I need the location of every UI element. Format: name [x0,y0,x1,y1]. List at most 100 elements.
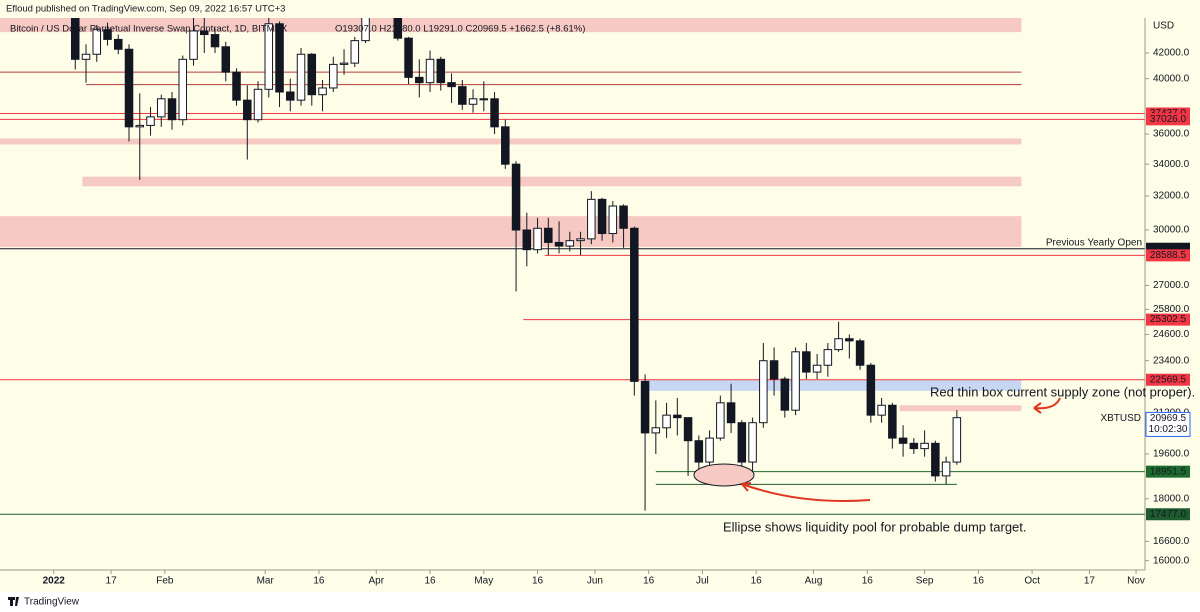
candle-body [716,402,725,439]
x-tick-label: 17 [1084,576,1096,587]
y-tick-label: 18000.0 [1153,493,1190,504]
candle-body [318,87,327,96]
candle-body [544,227,553,243]
price-label-box [1146,465,1190,478]
y-tick-label: 42000.0 [1153,48,1190,59]
candle-body [759,360,768,424]
y-tick-label: 40000.0 [1153,73,1190,84]
candle-body [866,364,876,416]
logo [8,597,19,606]
candle-body [726,402,736,424]
plot-area [0,18,1145,515]
candle-body [533,227,542,251]
x-tick-label: 16 [424,576,436,587]
x-tick-label: 16 [973,576,985,587]
candle-body [361,18,370,42]
candle-body [683,417,693,442]
liquidity-ellipse [693,463,755,487]
price-label: 28588.5 [1150,250,1187,261]
candle-body [941,461,951,477]
y-tick-label: 16600.0 [1153,536,1190,547]
y-tick-label: 27000.0 [1153,280,1190,291]
candle-body [748,422,757,463]
currency: USD [1153,21,1174,32]
candle-body [855,340,865,366]
x-tick-label: 16 [532,576,544,587]
ohlc: O19307.0 H21280.0 L19291.0 C20969.5 +166… [335,24,585,35]
zone [645,380,1022,391]
candle-body [286,91,295,101]
candle-body [479,98,489,101]
candle-body [92,29,102,55]
x-tick-label: Aug [805,576,823,587]
candle-body [167,98,177,121]
candle-body [200,30,209,36]
x-tick-label: May [474,576,493,587]
candle-body [952,417,962,463]
publisher-bar [0,0,1200,17]
countdown: 10:02:30 [1149,424,1188,435]
price-label: 28951.0 [1150,243,1187,254]
candle-body [834,338,843,351]
candle-body [705,437,714,463]
candle-body [404,37,413,78]
y-tick-label: 32000.0 [1153,191,1190,202]
candle-body [103,29,112,40]
price-label: 18951.5 [1150,466,1187,477]
zone [899,405,1022,412]
x-tick-label: 16 [313,576,325,587]
price-label: 22569.5 [1150,374,1187,385]
candle-body [737,422,747,463]
candle-body [630,227,639,382]
x-tick-label: Nov [1127,576,1145,587]
candle-body [339,62,349,65]
candle-body [662,414,671,429]
price-label-box [1146,113,1190,126]
candle-body [232,71,241,101]
candle-body [802,351,811,373]
arrow [741,483,871,502]
candle-body [490,98,499,128]
price-label-box [1146,249,1190,262]
candle-body [264,23,274,90]
zone [0,138,1022,145]
x-tick-label: 16 [862,576,874,587]
y-tick-label: 19600.0 [1153,449,1190,460]
candle-body [780,378,790,411]
candle-body [350,40,360,64]
price-label: 17477.0 [1150,509,1187,520]
y-tick-label: 23400.0 [1153,355,1190,366]
price-label-box [1146,313,1190,326]
candle-body [791,351,800,411]
brand: TradingView [24,597,80,608]
candle-body [221,46,231,73]
candle-body [608,205,618,235]
candle-body [253,88,263,121]
y-tick-label: 36000.0 [1153,129,1190,140]
candle-body [619,205,628,229]
candle-body [823,349,833,366]
candle-body [522,229,532,251]
annotation: Red thin box current supply zone (not pr… [930,384,1195,399]
candle-body [920,442,929,450]
x-tick-label: 16 [643,576,655,587]
y-tick-label: 30000.0 [1153,225,1190,236]
candle-body [81,53,91,60]
candle-body [447,82,456,88]
x-tick-label: Jul [696,576,709,587]
annotation: Ellipse shows liquidity pool for probabl… [723,519,1027,534]
x-tick-label: Feb [156,576,174,587]
candle-body [210,34,220,48]
symbol-tag: XBTUSD [1100,413,1141,424]
price-label: 37026.0 [1150,114,1187,125]
y-tick-label: 24600.0 [1153,329,1190,340]
x-tick-label: Sep [916,576,934,587]
price-label: 25302.5 [1150,314,1187,325]
candle-body [576,238,585,242]
candle-body [124,48,134,128]
x-tick-label: 16 [751,576,763,587]
candle-body [146,116,155,126]
